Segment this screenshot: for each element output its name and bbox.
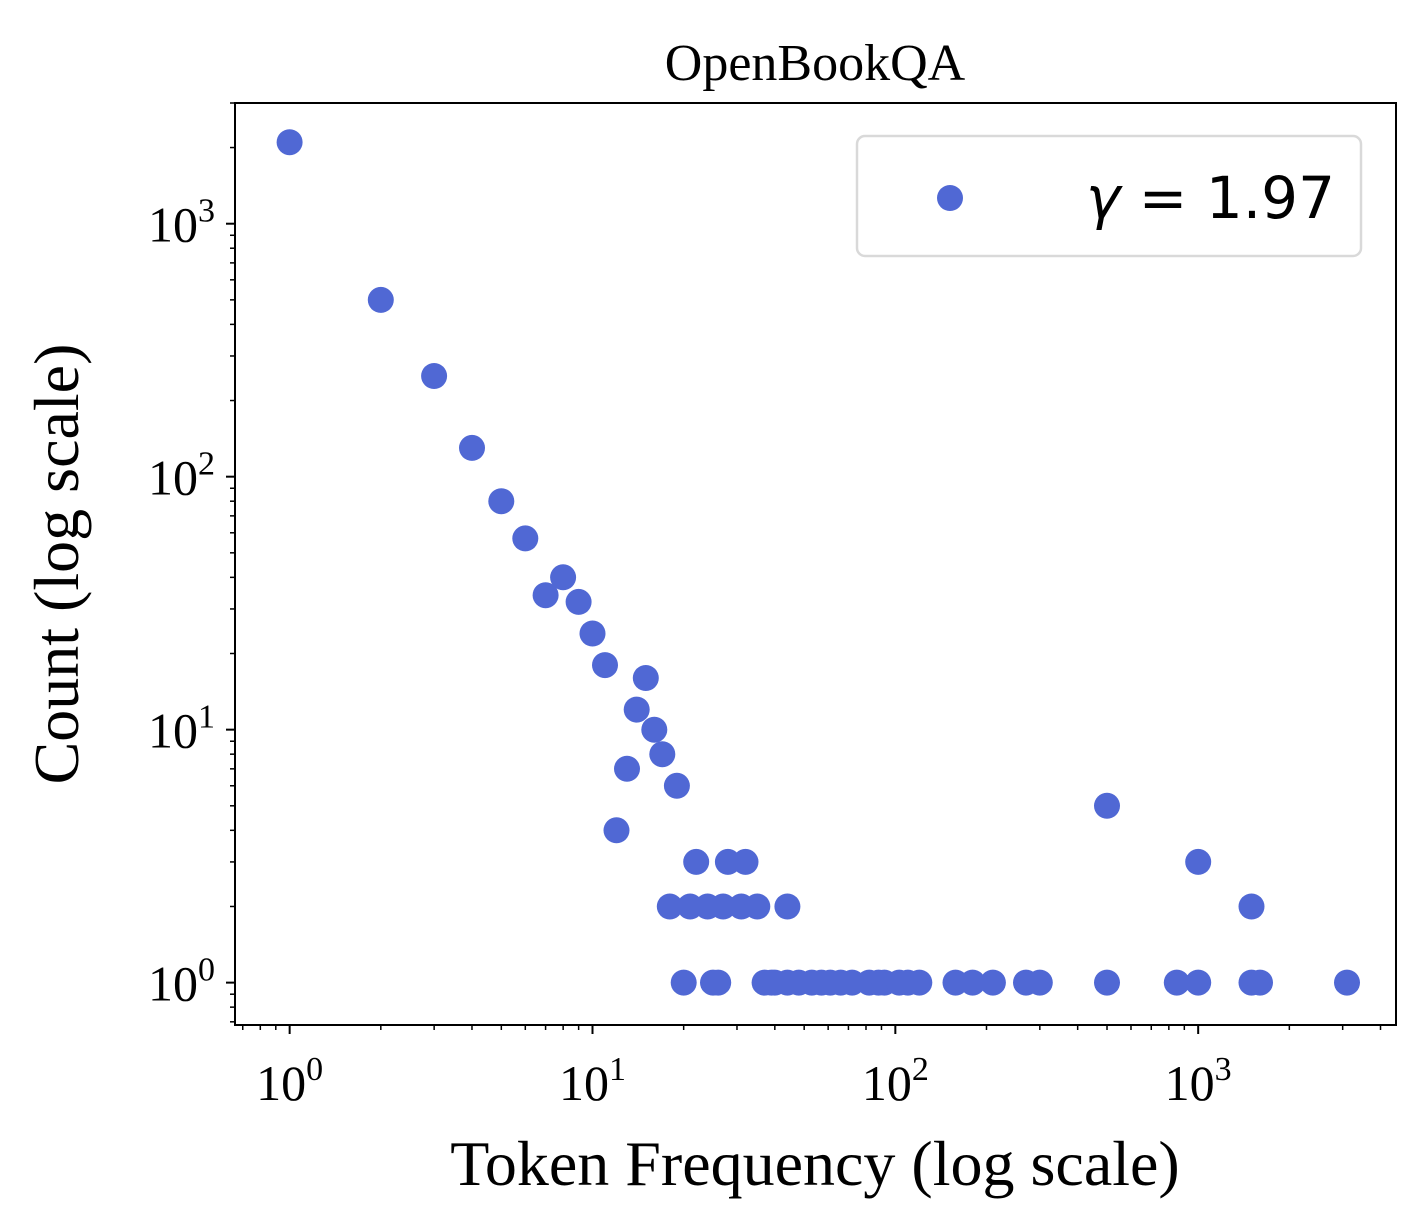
data-point: [732, 848, 759, 875]
data-point: [710, 893, 737, 920]
y-tick-label: 100: [148, 952, 215, 1012]
data-point: [276, 129, 303, 156]
x-tick-label: 101: [559, 1051, 626, 1111]
legend-marker: [937, 185, 963, 211]
legend: γ = 1.97: [855, 134, 1363, 258]
data-point: [744, 893, 771, 920]
data-point: [1094, 792, 1120, 819]
y-tick-label: 102: [148, 446, 215, 506]
data-point: [623, 696, 650, 723]
data-point: [579, 620, 606, 647]
data-point: [421, 363, 448, 389]
data-point: [656, 893, 683, 920]
y-tick-label: 101: [148, 699, 215, 759]
data-points: [276, 129, 1360, 996]
data-point: [1334, 969, 1360, 996]
data-point: [649, 741, 676, 768]
data-point: [367, 286, 394, 313]
data-point: [641, 716, 668, 743]
x-tick-label: 102: [862, 1051, 929, 1111]
data-point: [614, 755, 640, 782]
data-point: [512, 525, 539, 552]
data-point: [1185, 848, 1212, 875]
x-tick-label: 100: [256, 1051, 323, 1111]
data-point: [1094, 969, 1120, 996]
data-point: [1163, 969, 1190, 996]
data-point: [705, 969, 732, 996]
data-point: [592, 652, 618, 679]
data-point: [459, 434, 485, 461]
data-point: [959, 969, 986, 996]
legend-box: [855, 134, 1363, 258]
y-axis-label: Count (log scale): [21, 344, 92, 785]
data-point: [1185, 969, 1212, 996]
data-point: [1247, 969, 1273, 996]
data-point: [663, 772, 690, 799]
data-point: [603, 817, 630, 844]
chart-title: OpenBookQA: [665, 35, 966, 92]
data-point: [532, 582, 559, 609]
legend-value: = 1.97: [1120, 164, 1335, 232]
data-point: [683, 848, 710, 875]
data-point: [632, 665, 659, 691]
data-point: [979, 969, 1006, 996]
data-point: [1238, 893, 1265, 920]
data-point: [1026, 969, 1053, 996]
axis-ticks: 100 101 102 103 100 101 102 103: [148, 102, 1382, 1111]
data-point: [774, 893, 801, 920]
legend-gamma: γ: [1086, 164, 1123, 232]
data-point: [550, 564, 577, 591]
data-point: [906, 969, 933, 996]
x-tick-label: 103: [1165, 1051, 1232, 1111]
data-point: [488, 488, 515, 515]
x-axis-label: Token Frequency (log scale): [450, 1128, 1179, 1199]
data-point: [670, 969, 697, 996]
plot-frame: [234, 102, 1397, 1026]
data-point: [565, 588, 592, 615]
legend-label: γ = 1.97: [1086, 164, 1335, 232]
y-tick-label: 103: [148, 193, 215, 253]
